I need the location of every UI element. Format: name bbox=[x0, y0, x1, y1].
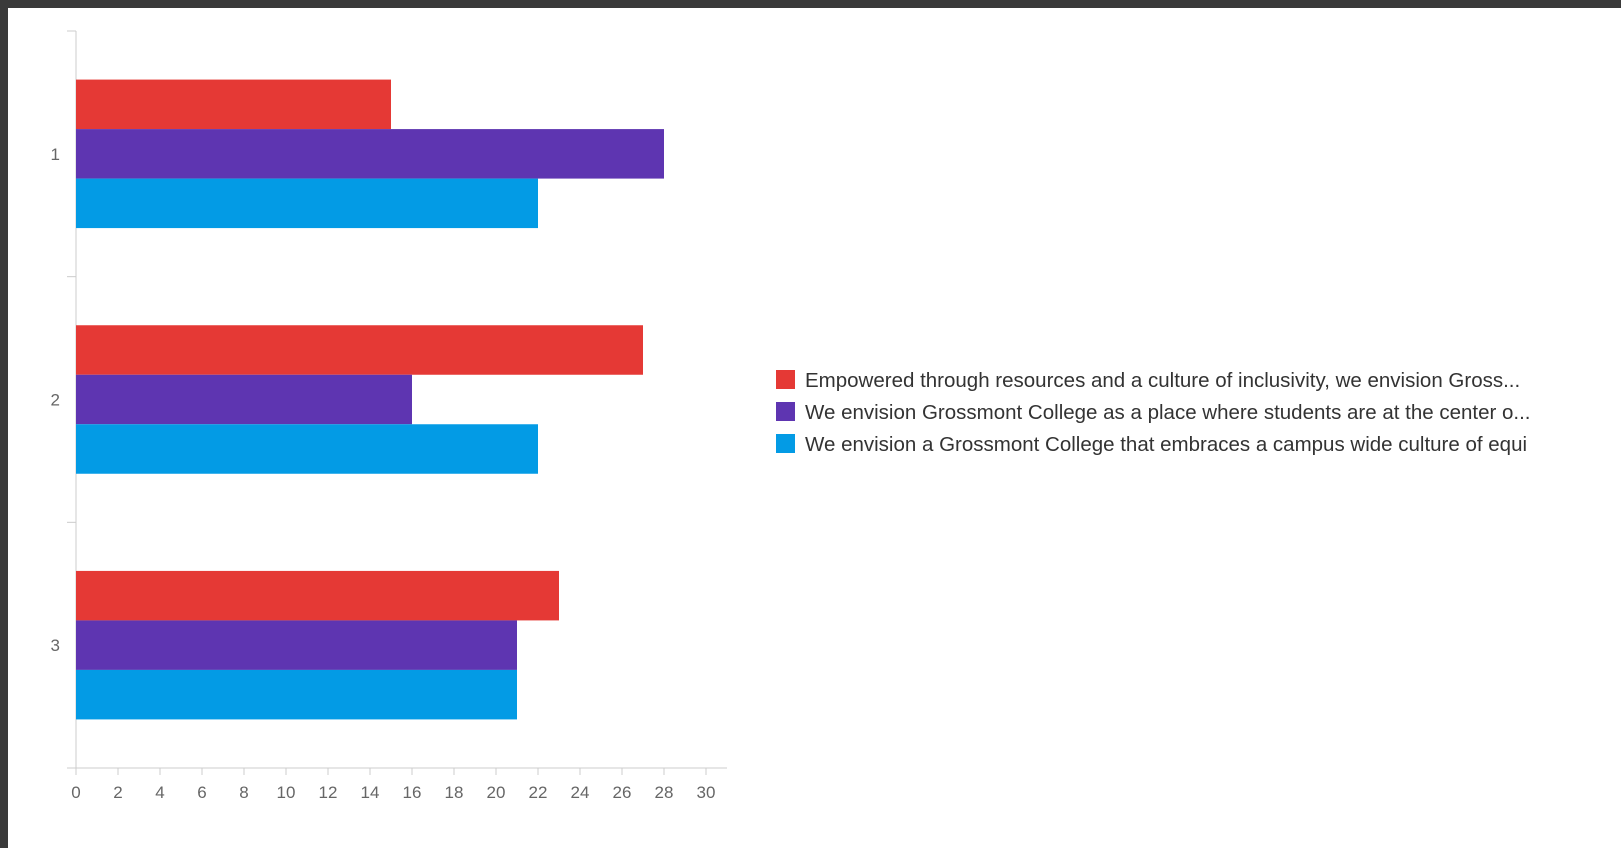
bar[interactable] bbox=[76, 325, 643, 375]
bar[interactable] bbox=[76, 79, 391, 130]
x-tick-label: 20 bbox=[487, 783, 506, 802]
legend-item[interactable]: We envision a Grossmont College that emb… bbox=[776, 433, 1527, 456]
x-tick-label: 4 bbox=[155, 783, 164, 802]
x-tick-label: 10 bbox=[277, 783, 296, 802]
x-tick-label: 2 bbox=[113, 783, 122, 802]
bar[interactable] bbox=[76, 424, 538, 474]
bar-chart: 123 0 2 4 6 8 10 12 14 16 18 20 22 24 26 28 30 Empowere… bbox=[51, 30, 1530, 802]
legend-swatch bbox=[776, 434, 795, 453]
x-tick-label: 24 bbox=[571, 783, 590, 802]
bars bbox=[76, 79, 664, 720]
x-tick-label: 22 bbox=[529, 783, 548, 802]
x-tick-label: 30 bbox=[697, 783, 716, 802]
legend-label: We envision a Grossmont College that emb… bbox=[805, 433, 1527, 456]
legend-label: Empowered through resources and a cultur… bbox=[805, 369, 1520, 392]
legend-item[interactable]: We envision Grossmont College as a place… bbox=[776, 401, 1530, 424]
x-tick-label: 12 bbox=[319, 783, 338, 802]
x-tick-label: 8 bbox=[239, 783, 248, 802]
bar[interactable] bbox=[76, 178, 538, 229]
y-tick-label: 1 bbox=[51, 145, 60, 164]
legend-item[interactable]: Empowered through resources and a cultur… bbox=[776, 369, 1520, 392]
y-axis-ticks: 1 2 3 bbox=[51, 30, 76, 769]
x-tick-label: 14 bbox=[361, 783, 380, 802]
bar[interactable] bbox=[76, 669, 517, 720]
x-tick-label: 16 bbox=[403, 783, 422, 802]
legend-swatch bbox=[776, 402, 795, 421]
y-tick-label: 2 bbox=[51, 391, 60, 410]
x-tick-label: 28 bbox=[655, 783, 674, 802]
x-tick-label: 6 bbox=[197, 783, 206, 802]
x-tick-label: 26 bbox=[613, 783, 632, 802]
y-tick-label: 3 bbox=[51, 636, 60, 655]
legend-label: We envision Grossmont College as a place… bbox=[805, 401, 1530, 424]
x-axis-ticks: 0 2 4 6 8 10 12 14 16 18 20 22 24 26 28 30 bbox=[71, 768, 715, 802]
legend-swatch bbox=[776, 370, 795, 389]
bar[interactable] bbox=[76, 374, 412, 425]
x-tick-label: 18 bbox=[445, 783, 464, 802]
bar[interactable] bbox=[76, 620, 517, 670]
legend: Empowered through resources and a cultur… bbox=[776, 369, 1530, 456]
x-tick-label: 0 bbox=[71, 783, 80, 802]
bar[interactable] bbox=[76, 129, 664, 179]
bar[interactable] bbox=[76, 570, 559, 621]
